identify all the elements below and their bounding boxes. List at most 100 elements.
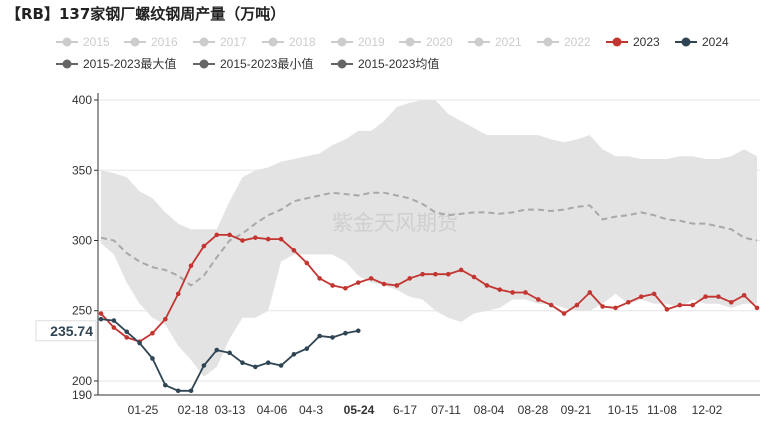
- range-band: [101, 100, 757, 377]
- legend-item-stat[interactable]: 2015-2023最小值: [193, 56, 313, 71]
- series-2024-point: [227, 350, 232, 356]
- series-2023-point: [651, 291, 657, 297]
- series-2023-point: [536, 297, 541, 302]
- series-2023-point: [716, 294, 721, 299]
- series-2023-point: [240, 238, 245, 243]
- legend-label: 2019: [358, 35, 385, 49]
- x-tick-label: 08-28: [518, 403, 549, 417]
- current-value-badge: 235.74: [35, 320, 97, 342]
- series-2023-point: [355, 280, 361, 285]
- legend-label: 2024: [702, 35, 729, 49]
- x-tick-label: 11-08: [647, 403, 677, 417]
- series-2023-point: [523, 290, 528, 295]
- legend-label: 2016: [151, 35, 178, 49]
- series-2023-point: [150, 330, 155, 336]
- legend-swatch-dot: [543, 37, 553, 47]
- series-2023-point: [626, 299, 631, 305]
- series-2023-point: [445, 271, 451, 277]
- series-lines: [98, 191, 760, 394]
- series-2024-point: [304, 346, 310, 351]
- series-2023-point: [98, 311, 104, 316]
- series-2023-point: [548, 302, 554, 308]
- series-2023-point: [728, 299, 734, 305]
- chart-title: 【RB】137家钢厂螺纹钢周产量（万吨）: [6, 5, 286, 23]
- series-2023-point: [253, 235, 258, 240]
- legend-item-2022[interactable]: 2022: [537, 35, 591, 49]
- legend-item-2020[interactable]: 2020: [399, 35, 453, 49]
- watermark: 紫金天风期货: [332, 211, 458, 235]
- x-tick-label: 08-04: [474, 403, 505, 417]
- legend-item-2023[interactable]: 2023: [606, 35, 660, 49]
- series-2023-point: [510, 290, 515, 295]
- series-2023-point: [227, 232, 232, 238]
- series-2023-point: [613, 305, 618, 311]
- series-2024-point: [124, 329, 130, 335]
- series-2023-point: [690, 302, 695, 308]
- series-2023-point: [574, 302, 580, 308]
- legend-label: 2015-2023均值: [358, 56, 439, 71]
- legend-label: 2017: [220, 35, 247, 49]
- legend-swatch-dot: [337, 37, 347, 47]
- legend: 2015 2016 2017 2018 2019 2020 2021 2022 2023 2024…: [56, 35, 729, 71]
- legend-item-2024[interactable]: 2024: [675, 35, 729, 49]
- series-2023-point: [124, 335, 130, 340]
- series-2023-point: [368, 276, 374, 281]
- badge-value: 235.74: [50, 323, 93, 339]
- series-2024-point: [111, 318, 117, 323]
- legend-label: 2020: [426, 35, 453, 49]
- max-min-range-area: [101, 100, 757, 377]
- x-tick-label: 09-21: [561, 403, 592, 417]
- legend-swatch-dot: [130, 37, 140, 47]
- series-2023-line: [100, 233, 758, 343]
- series-2023-point: [214, 232, 220, 238]
- legend-swatch-dot: [405, 37, 415, 47]
- series-2024-point: [278, 363, 284, 368]
- legend-item-2018[interactable]: 2018: [262, 35, 316, 49]
- series-2023-point: [741, 292, 747, 298]
- series-2023-point: [484, 283, 490, 288]
- series-2024-point: [188, 388, 194, 394]
- series-2023-point: [638, 294, 644, 299]
- legend-item-2016[interactable]: 2016: [124, 35, 178, 49]
- series-2024-point: [214, 347, 220, 353]
- x-tick-label: 04-3: [299, 403, 323, 417]
- legend-item-2017[interactable]: 2017: [193, 35, 247, 49]
- series-2023-point: [304, 260, 310, 266]
- series-2023-point: [587, 290, 593, 295]
- series-2024-point: [317, 333, 322, 339]
- series-2023-point: [381, 281, 387, 287]
- y-tick-label: 300: [72, 233, 92, 247]
- series-2024-point: [355, 328, 361, 334]
- legend-swatch-dot: [62, 59, 72, 69]
- x-tick-label: 12-02: [692, 403, 723, 417]
- legend-label: 2015: [83, 35, 110, 49]
- series-2023-point: [201, 243, 207, 249]
- badge-box: [35, 320, 97, 342]
- series-2023-point: [111, 325, 117, 330]
- series-2023-point: [497, 287, 503, 292]
- series-2024-point: [137, 340, 142, 346]
- legend-label: 2015-2023最小值: [220, 56, 313, 71]
- series-2023-point: [163, 316, 168, 322]
- legend-swatch-dot: [474, 37, 484, 47]
- series-2023-point: [471, 274, 477, 280]
- series-2023-point: [278, 236, 284, 242]
- y-tick-label: 190: [72, 388, 92, 402]
- series-2023-point: [265, 236, 271, 242]
- legend-swatch-dot: [612, 37, 622, 47]
- legend-item-stat[interactable]: 2015-2023均值: [331, 56, 439, 71]
- legend-item-stat[interactable]: 2015-2023最大值: [56, 56, 176, 71]
- series-2023-point: [188, 263, 194, 269]
- series-2023-point: [394, 283, 400, 288]
- series-2023-point: [407, 276, 413, 281]
- series-2023-point: [561, 311, 567, 316]
- x-tick-label: 05-24: [344, 403, 375, 417]
- legend-item-2019[interactable]: 2019: [331, 35, 385, 49]
- legend-item-2021[interactable]: 2021: [468, 35, 522, 49]
- legend-item-2015[interactable]: 2015: [56, 35, 110, 49]
- series-2023-point: [343, 285, 348, 291]
- legend-swatch-dot: [199, 59, 209, 69]
- legend-swatch-dot: [62, 37, 72, 47]
- series-2023-point: [317, 276, 322, 281]
